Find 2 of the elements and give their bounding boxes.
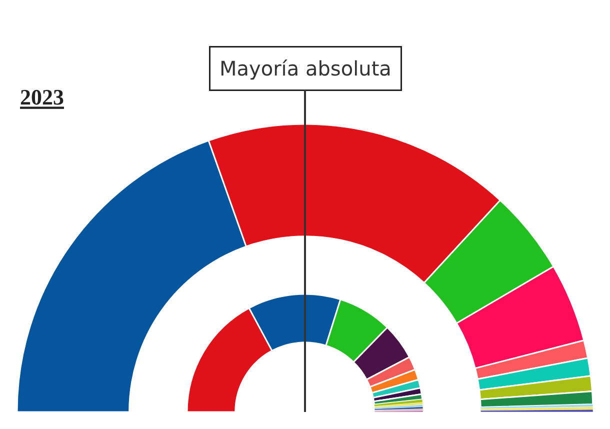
text: Mayoría absoluta	[220, 56, 392, 80]
chart-title: 2023	[20, 84, 64, 110]
